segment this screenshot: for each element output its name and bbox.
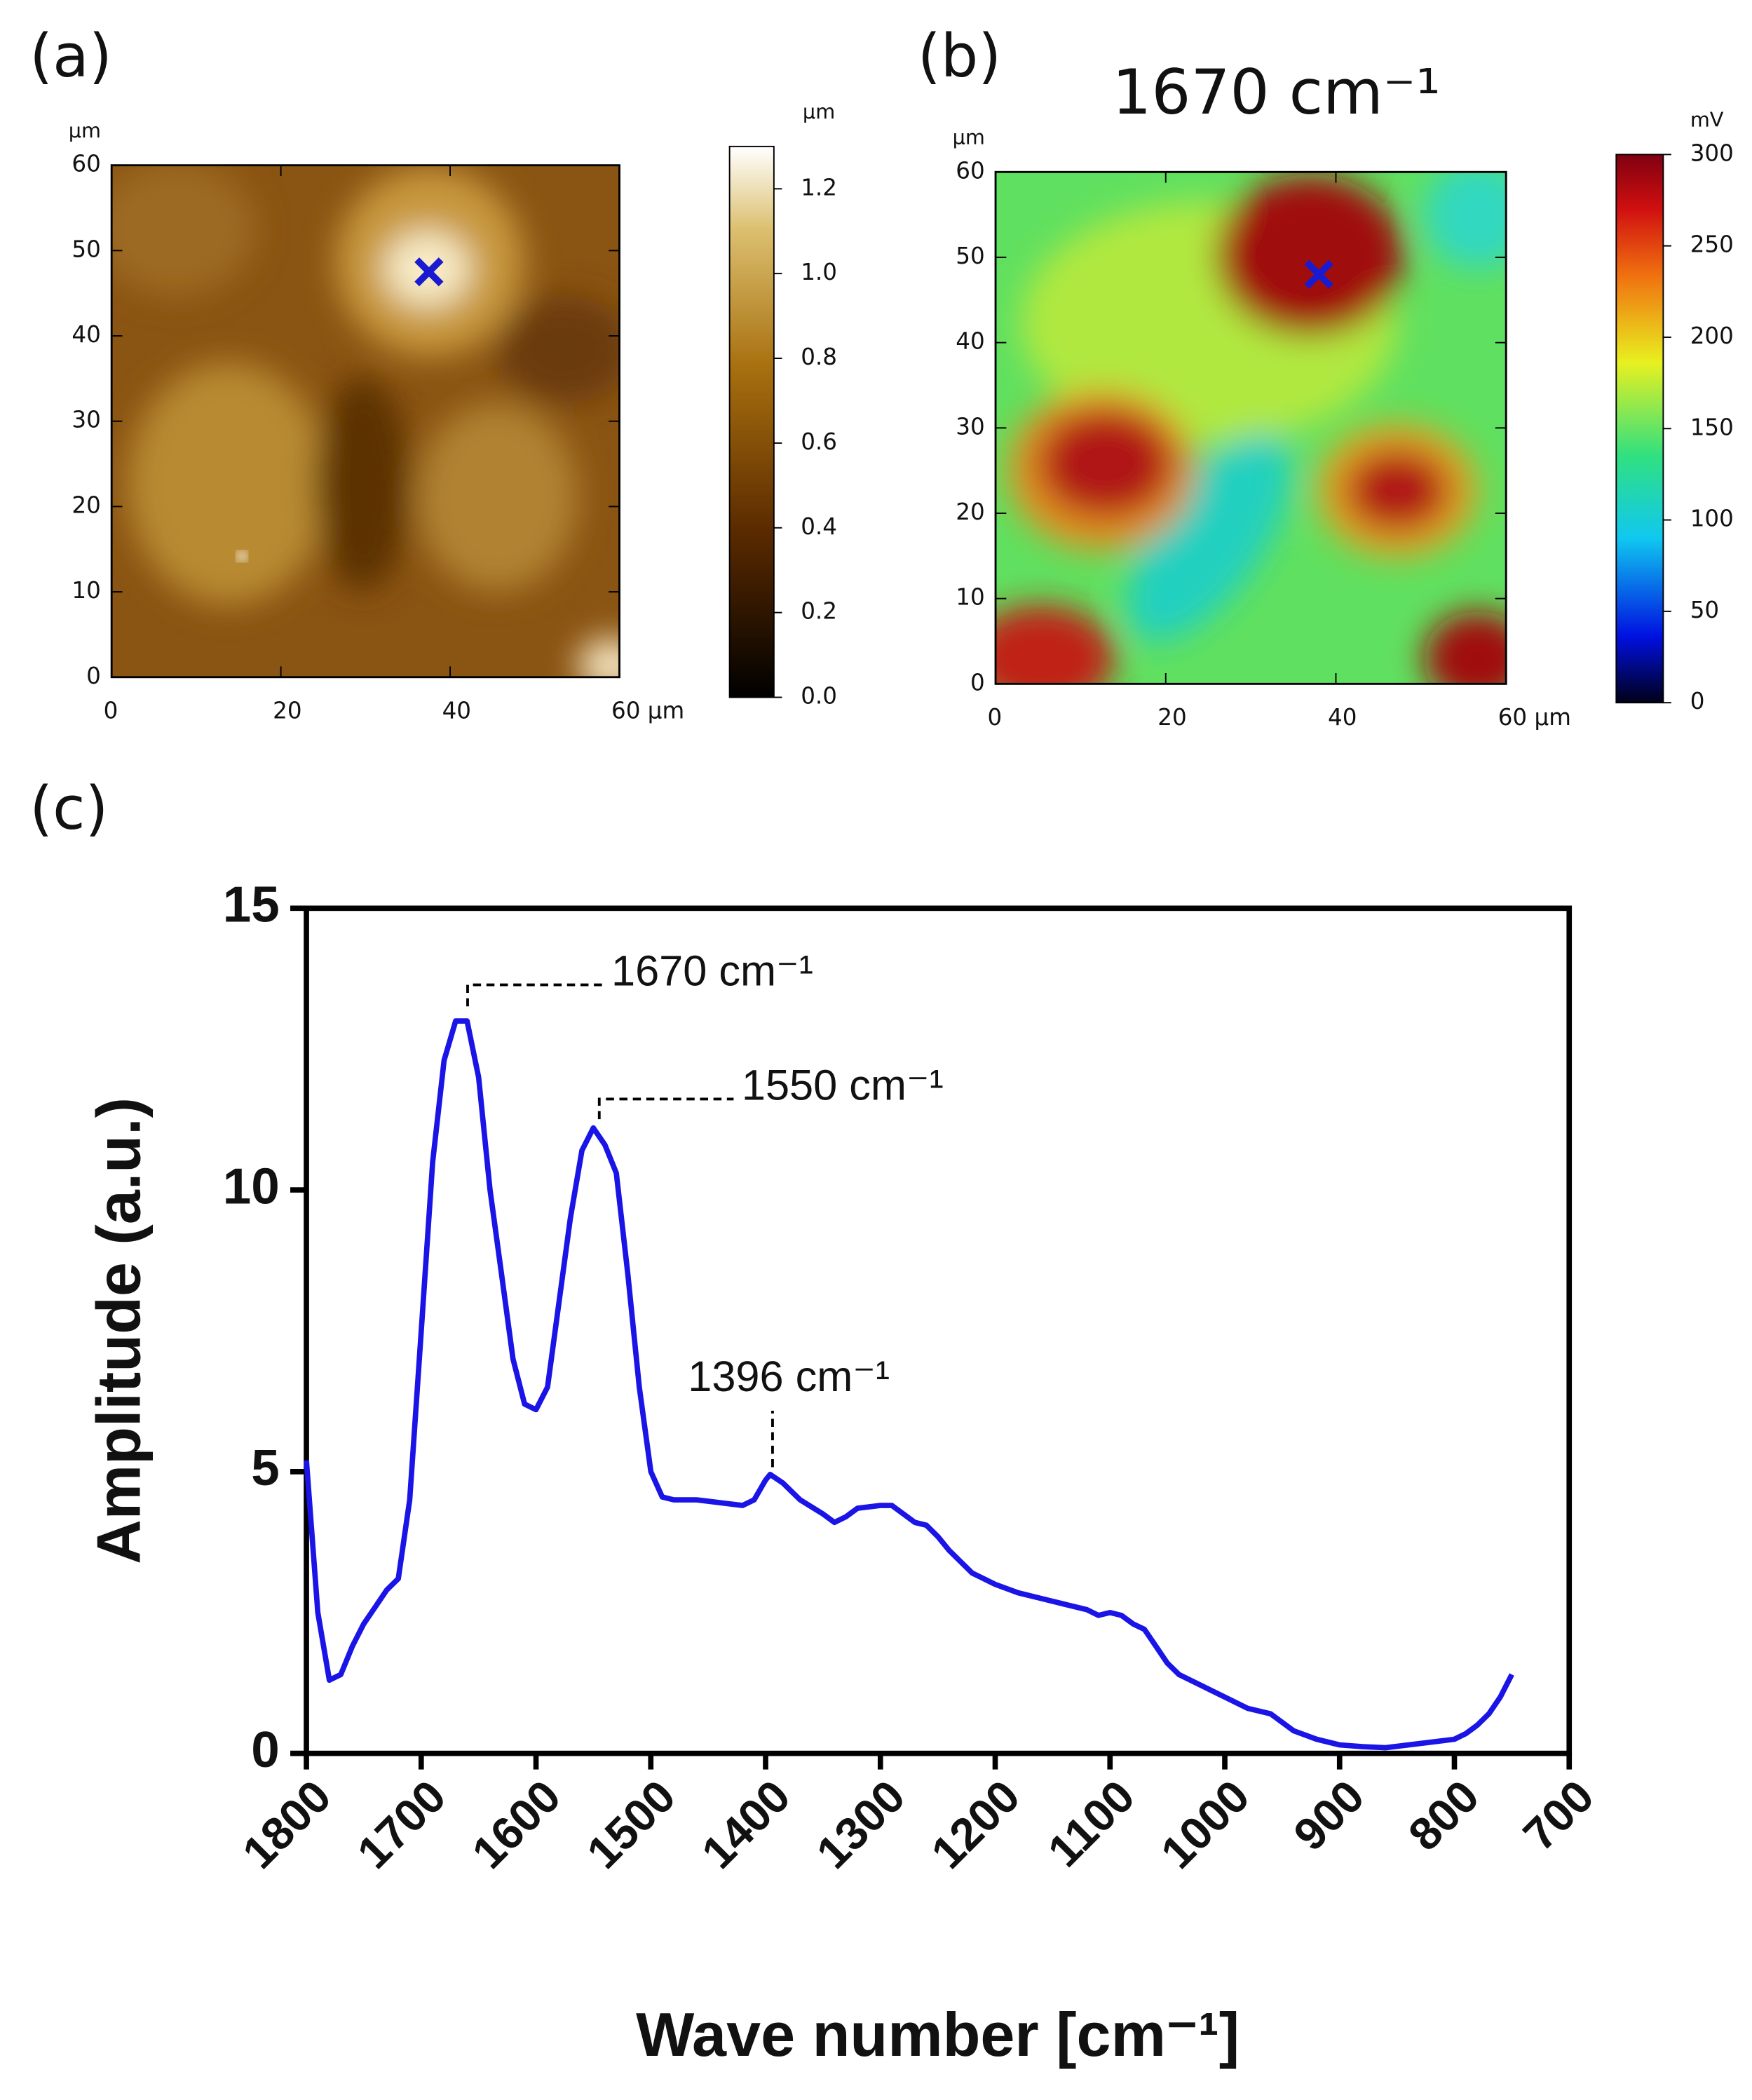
- x-tick-label: 20: [273, 698, 301, 724]
- x-tick-label: 1800: [233, 1770, 341, 1878]
- colorbar-tick-label: 0.6: [801, 428, 837, 455]
- y-tick-label: 30: [72, 407, 100, 433]
- colorbar-tick-label: 0.8: [801, 344, 837, 370]
- ir-map: [996, 172, 1507, 684]
- y-tick-label: 0: [251, 1721, 280, 1778]
- y-tick-label: 30: [956, 413, 984, 440]
- colorbar-unit: mV: [1690, 107, 1724, 131]
- annotation: 1670 cm⁻¹: [611, 946, 813, 994]
- plot-frame: [304, 905, 1573, 1756]
- spectrum-line: [304, 1018, 1514, 1751]
- annotation: 1396 cm⁻¹: [688, 1352, 890, 1400]
- x-tick-label: 1000: [1151, 1770, 1259, 1878]
- afm-map: [111, 165, 620, 677]
- y-tick-label: 20: [956, 499, 984, 525]
- x-tick-label: 20: [1157, 704, 1186, 731]
- colorbar-tick-label: 50: [1690, 597, 1719, 623]
- panel-label: (c): [29, 774, 108, 843]
- colorbar-unit: µm: [803, 100, 835, 123]
- colorbar-tick-label: 100: [1690, 506, 1734, 532]
- colorbar-tick-label: 0: [1690, 688, 1705, 714]
- y-tick-label: 10: [956, 584, 984, 611]
- y-tick-label: 40: [72, 321, 100, 348]
- panel-label: (a): [29, 22, 111, 90]
- panel-label: (b): [918, 22, 1001, 90]
- y-tick-label: 60: [956, 157, 984, 184]
- x-tick-label: 900: [1284, 1770, 1373, 1860]
- colorbar-tick-label: 0.2: [801, 598, 837, 625]
- x-tick-label: 1200: [921, 1770, 1029, 1878]
- y-tick-label: 50: [956, 243, 984, 269]
- y-tick-label: 50: [72, 236, 100, 262]
- x-tick-label: 0: [988, 704, 1003, 731]
- y-tick-label: 10: [223, 1158, 280, 1214]
- y-tick-label: 0: [86, 663, 101, 689]
- colorbar-tick-label: 0.4: [801, 513, 837, 540]
- y-tick-label: 40: [956, 328, 984, 355]
- marker: [414, 257, 444, 287]
- colorbar-tick-label: 1.0: [801, 259, 837, 285]
- x-tick-label: 40: [442, 698, 471, 724]
- x-tick-label: 40: [1328, 704, 1357, 731]
- colorbar-tick-label: 150: [1690, 414, 1734, 440]
- y-tick-label: 0: [970, 669, 985, 696]
- x-tick-label: 60 µm: [1498, 704, 1571, 731]
- x-tick-label: 1300: [807, 1770, 915, 1878]
- y-tick-label: 10: [72, 577, 100, 604]
- x-tick-label: 0: [104, 698, 118, 724]
- x-axis-label: Wave number [cm⁻¹]: [636, 2000, 1240, 2069]
- leader-line: [466, 983, 604, 1007]
- x-tick-label: 1400: [692, 1770, 800, 1878]
- marker: [1304, 259, 1333, 289]
- line-chart: 1800 1700 1600 1500 1400 1300 1200 1100 1000 900 8…: [84, 876, 1603, 2069]
- x-tick-label: 60 µm: [611, 698, 684, 724]
- chart-title: 1670 cm⁻¹: [1112, 56, 1440, 128]
- y-tick-label: 15: [223, 876, 280, 933]
- y-unit: µm: [953, 125, 985, 149]
- y-tick-label: 20: [72, 492, 100, 518]
- x-tick-label: 1700: [348, 1770, 456, 1878]
- y-unit: µm: [69, 118, 101, 142]
- x-tick-label: 700: [1514, 1770, 1603, 1860]
- x-tick-label: 1600: [462, 1770, 570, 1878]
- colorbar-tick-label: 0.0: [801, 683, 837, 710]
- y-tick-label: 60: [72, 151, 100, 177]
- colorbar: [728, 145, 775, 698]
- leader-line: [597, 1097, 734, 1120]
- colorbar-tick-label: 200: [1690, 323, 1734, 349]
- colorbar-tick-label: 250: [1690, 231, 1734, 258]
- annotation: 1550 cm⁻¹: [742, 1060, 944, 1109]
- x-tick-label: 800: [1399, 1770, 1488, 1860]
- x-tick-label: 1500: [577, 1770, 685, 1878]
- colorbar-tick-label: 1.2: [801, 174, 837, 201]
- x-tick-label: 1100: [1038, 1770, 1145, 1877]
- y-axis-label: Amplitude (a.u.): [84, 1097, 154, 1564]
- colorbar-tick-label: 300: [1690, 140, 1734, 166]
- colorbar: [1615, 154, 1664, 704]
- y-tick-label: 5: [251, 1439, 280, 1496]
